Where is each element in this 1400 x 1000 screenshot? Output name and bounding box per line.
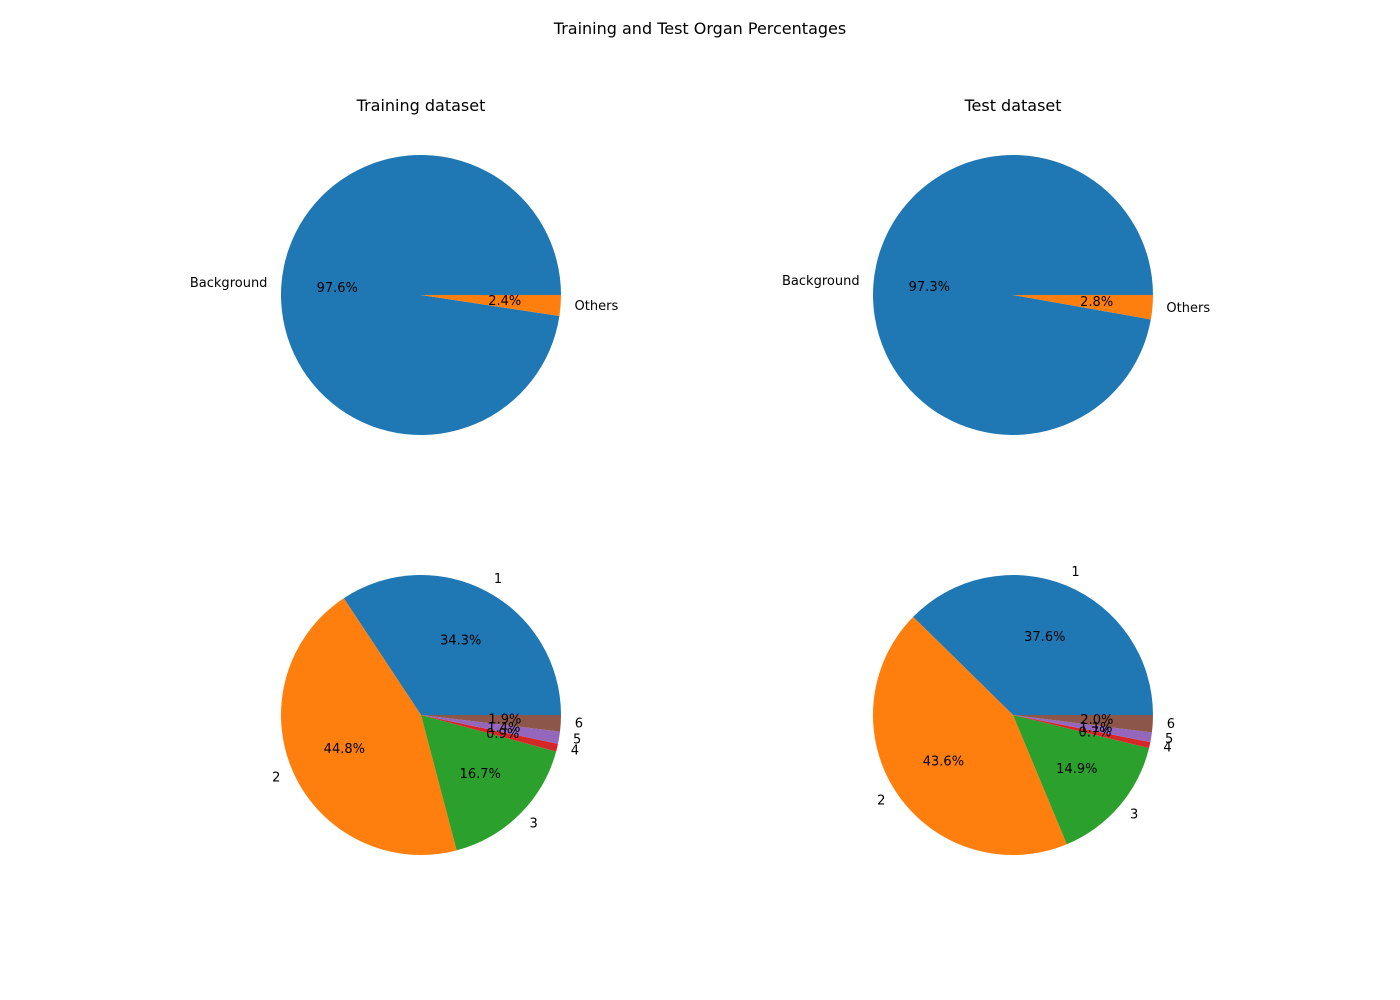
pie-label: 1 [1071,565,1079,580]
pie-percent-label: 0.9% [486,727,519,742]
pie-label: Background [190,276,268,291]
figure-title: Training and Test Organ Percentages [553,19,846,38]
pie-percent-label: 16.7% [460,767,501,782]
pie-chart-1: Training dataset Background 97.6% Others 2.4… [190,96,619,435]
pie-label: 4 [571,743,579,758]
pie-percent-label: 44.8% [324,742,365,757]
pie-percent-label: 2.0% [1080,713,1113,728]
pie-percent-label: 1.1% [1079,721,1112,736]
pie-slice-6 [421,715,561,732]
pie-label: 3 [1130,808,1138,823]
pie-label: 6 [575,717,583,732]
pie-percent-label: 2.4% [488,294,521,309]
pie-percent-label: 34.3% [440,634,481,649]
pie-slice-2 [872,616,1067,856]
pie-chart-2: Test dataset Background 97.3% Others 2.8% [782,96,1210,435]
pie-label: Background [782,274,860,289]
pie-chart-4: 1 37.6% 2 43.6% 3 14.9% 4 0.7% 5 1.1% 6 2.0% [872,565,1175,856]
pie-percent-label: 2.8% [1080,295,1113,310]
pie-slice-1 [343,575,561,715]
pie-slice-1 [913,574,1153,715]
pie-slice-others [1013,295,1153,320]
pie-title: Test dataset [963,96,1061,115]
pie-percent-label: 43.6% [923,755,964,770]
pie-label: 5 [573,733,581,748]
pie-title: Training dataset [356,96,486,115]
pie-percent-label: 97.6% [317,281,358,296]
pie-percent-label: 37.6% [1024,630,1065,645]
pie-label: 3 [530,817,538,832]
pie-label: 5 [1165,732,1173,747]
pie-label: 2 [272,770,280,785]
pie-slice-background [281,154,561,435]
pie-slice-others [421,295,561,317]
pie-label: 2 [877,794,885,809]
pie-label: 4 [1163,741,1171,756]
pie-slice-5 [1013,715,1152,743]
pie-slice-4 [1013,715,1151,749]
pie-slice-4 [421,715,558,752]
pie-slice-2 [281,598,457,855]
pie-percent-label: 0.7% [1079,726,1112,741]
pie-label: Others [1166,301,1210,316]
pie-slice-3 [1013,715,1150,845]
pie-label: 1 [494,572,502,587]
pie-slice-background [872,154,1154,435]
pie-label: 6 [1167,717,1175,732]
pie-percent-label: 1.4% [487,721,520,736]
pie-slice-3 [421,715,557,851]
pie-chart-3: 1 34.3% 2 44.8% 3 16.7% 4 0.9% 5 1.4% 6 1.9% [272,572,583,855]
pie-slice-6 [1013,715,1153,733]
pie-percent-label: 14.9% [1056,762,1097,777]
pie-percent-label: 1.9% [488,713,521,728]
pie-percent-label: 97.3% [909,280,950,295]
pie-slice-5 [421,715,560,744]
pie-label: Others [575,299,619,314]
